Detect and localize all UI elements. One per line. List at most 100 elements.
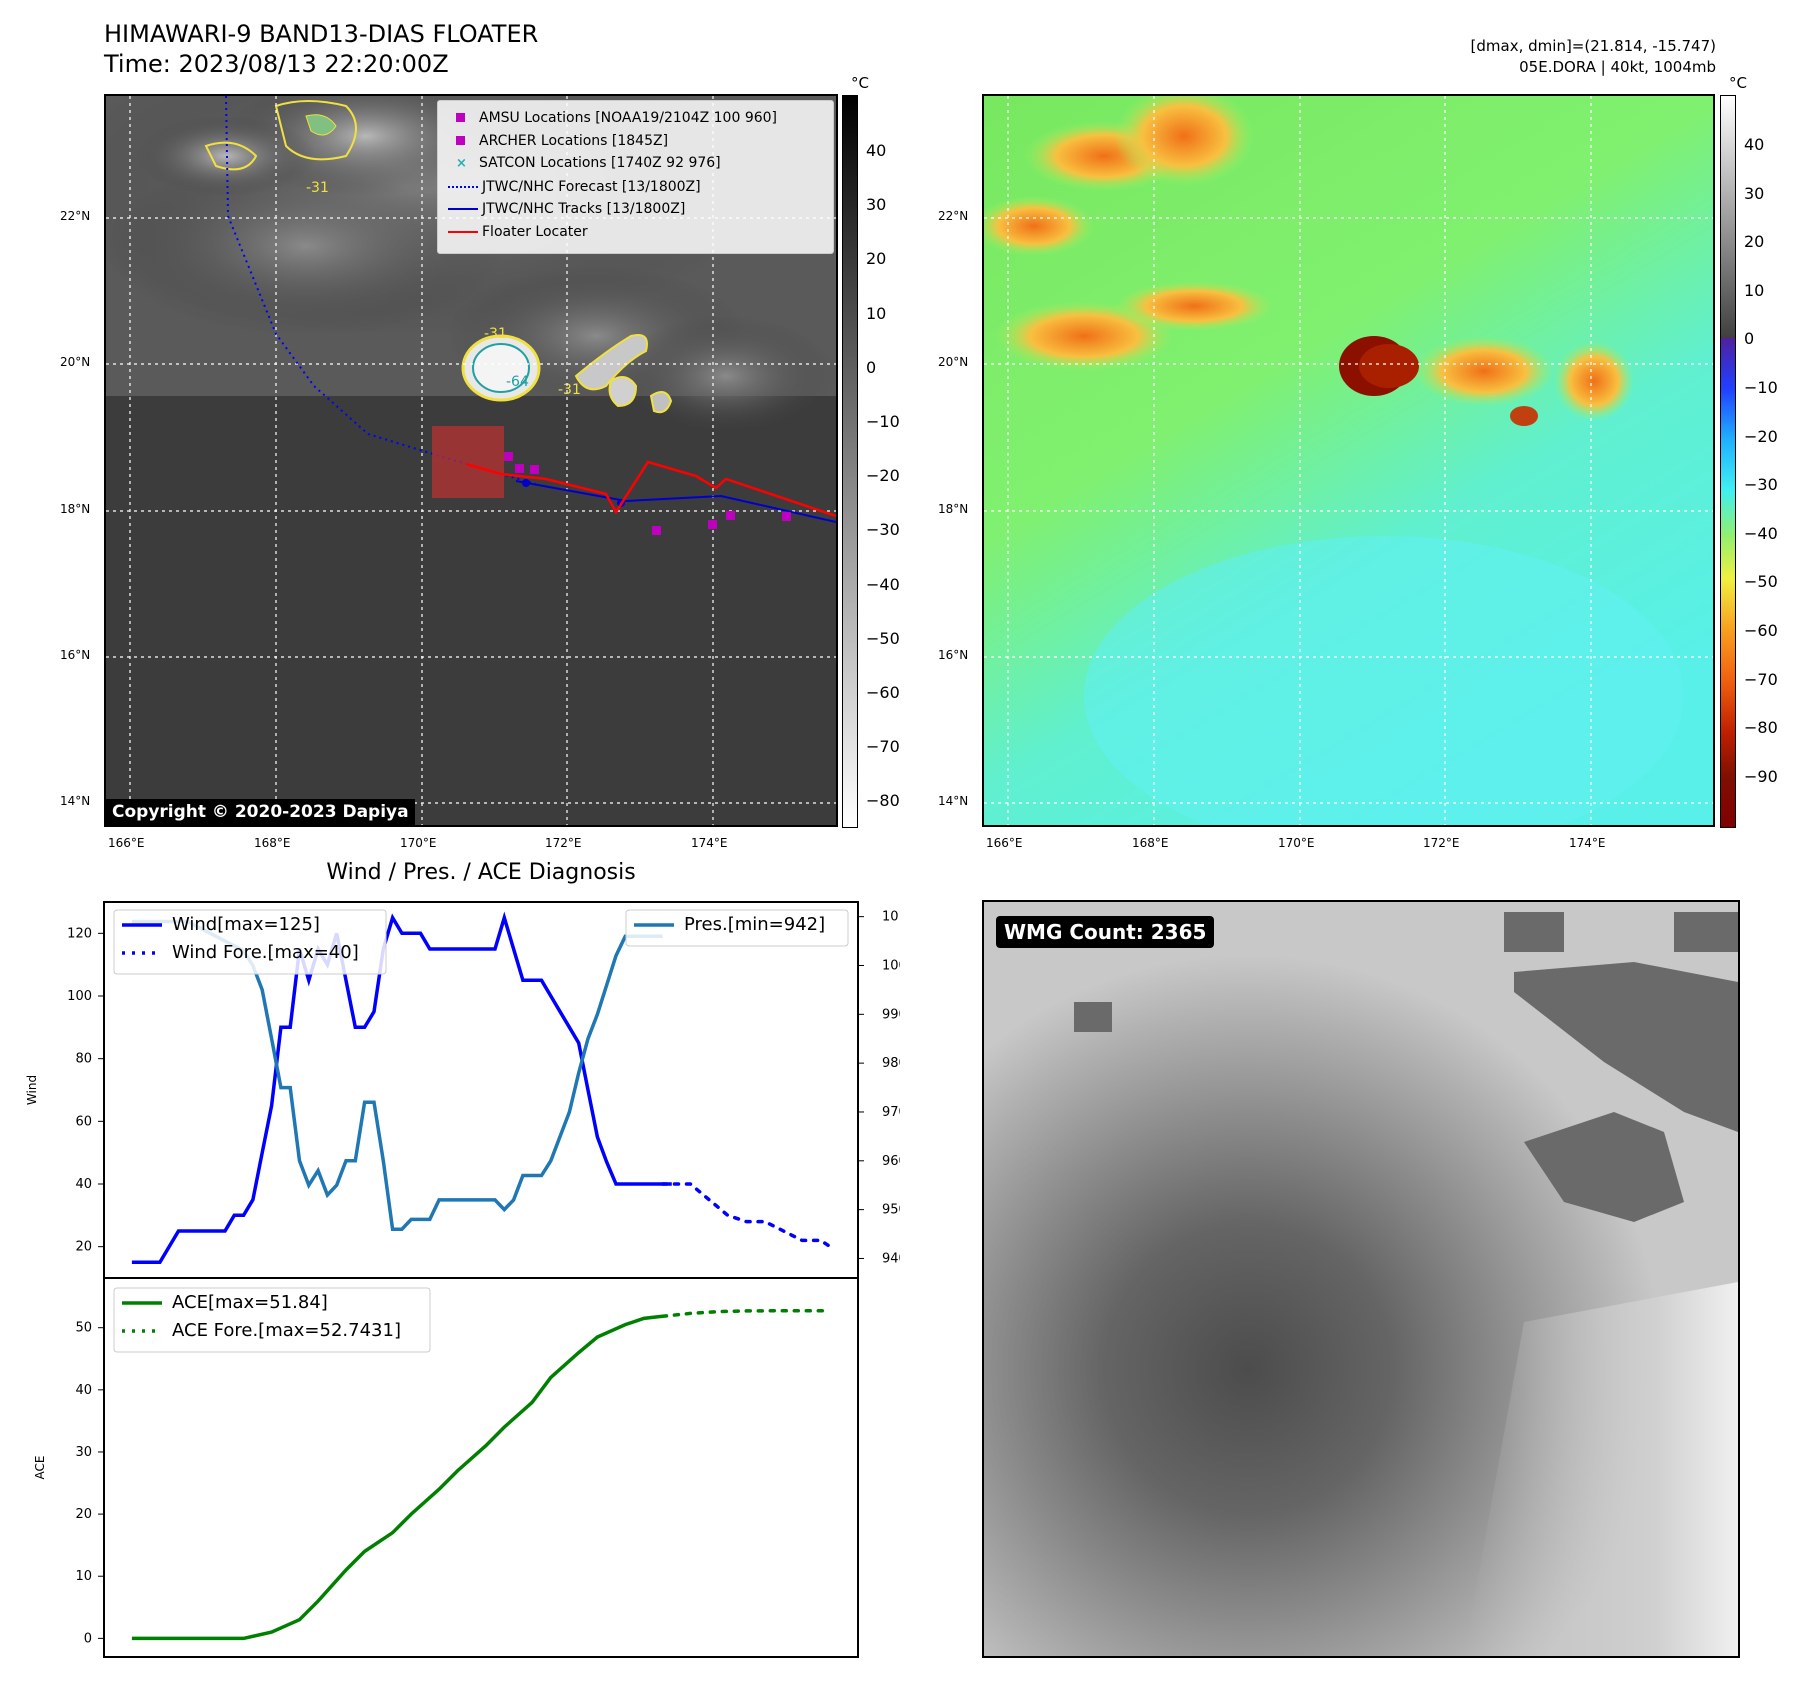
lon-label: 170°E [1278, 836, 1315, 850]
colorbar-tick-label: −80 [866, 791, 900, 811]
colorbar-tick-label: 30 [866, 195, 887, 215]
legend-label: Pres.[min=942] [684, 914, 825, 935]
lat-label: 22°N [938, 209, 969, 223]
color-enhanced-panel [982, 94, 1715, 827]
legend-item: JTWC/NHC Forecast [13/1800Z] [448, 176, 777, 199]
legend-item: AMSU Locations [NOAA19/2104Z 100 960] [448, 107, 777, 130]
colorbar-tick-label: −60 [866, 683, 900, 702]
square-icon [456, 113, 465, 122]
colorbar-tick-label: −80 [1744, 718, 1778, 738]
legend-item: Floater Locater [448, 221, 777, 244]
lon-label: 172°E [545, 836, 582, 850]
lat-label: 18°N [938, 502, 969, 516]
y-right-tick-label: 1000 [882, 958, 900, 973]
lat-label: 22°N [60, 209, 91, 223]
colorbar-tick-label: −20 [866, 466, 900, 486]
line-icon [448, 230, 478, 233]
lon-label: 174°E [691, 836, 728, 850]
y-tick-label: 80 [75, 1052, 92, 1067]
colorbar-tick-label: 40 [866, 141, 887, 160]
chart-legend: ACE[max=51.84] ACE Fore.[max=52.7431] [113, 1287, 431, 1353]
y-tick-label: 120 [67, 926, 92, 941]
colorbar-tick-label: −10 [1744, 378, 1778, 397]
ir-colorbar [842, 95, 858, 828]
ace-y-tick-label: 20 [75, 1507, 92, 1522]
ir-satellite-panel: -31 -31 -64 -31 [104, 94, 838, 827]
ace-y-tick-label: 40 [75, 1383, 92, 1398]
y-right-tick-label: 960 [882, 1154, 900, 1169]
wmg-panel: WMG Count: 2365 [982, 900, 1740, 1658]
y-right-tick-label: 990 [882, 1007, 900, 1022]
colorbar-tick-label: −70 [866, 737, 900, 757]
x-marker-icon: × [456, 156, 467, 172]
colorbar-tick-label: −50 [866, 628, 900, 648]
color-colorbar-unit: °C [1729, 74, 1747, 92]
colorbar-tick-label: −20 [1744, 426, 1778, 446]
ace-y-tick-label: 30 [75, 1445, 92, 1460]
lat-label: 16°N [60, 648, 91, 662]
chart-legend: Wind[max=125] Wind Fore.[max=40] [113, 909, 387, 975]
contour-label: -64 [506, 374, 529, 390]
colorbar-tick-label: 40 [1744, 135, 1765, 154]
y-right-tick-label: 980 [882, 1056, 900, 1071]
figure-time: Time: 2023/08/13 22:20:00Z [104, 50, 449, 78]
lat-label: 16°N [938, 648, 969, 662]
ace-y-tick-label: 0 [84, 1631, 92, 1646]
series-line-4 [660, 1308, 832, 1319]
ace-axis-label: ACE [33, 1456, 47, 1480]
figure-title: HIMAWARI-9 BAND13-DIAS FLOATER [104, 20, 539, 48]
colorbar-tick-label: −30 [866, 520, 900, 540]
color-colorbar [1720, 95, 1736, 828]
legend-item: JTWC/NHC Tracks [13/1800Z] [448, 198, 777, 221]
lon-label: 166°E [108, 836, 145, 850]
colorbar-tick-label: 10 [866, 303, 887, 323]
contour-label: -31 [306, 180, 329, 196]
colorbar-tick-label: 10 [1744, 280, 1765, 300]
storm-info: 05E.DORA | 40kt, 1004mb [1519, 58, 1716, 76]
lon-label: 168°E [1132, 836, 1169, 850]
series-line-0 [131, 911, 672, 1265]
colorbar-tick-label: −10 [866, 412, 900, 431]
lon-label: 172°E [1423, 836, 1460, 850]
wmg-image [984, 902, 1738, 1656]
copyright-label: Copyright © 2020-2023 Dapiya [106, 799, 415, 825]
colorbar-tick-label: −30 [1744, 475, 1778, 495]
series-line-3 [131, 1314, 663, 1641]
plot-frame [103, 901, 859, 1658]
legend-item: ARCHER Locations [1845Z] [448, 130, 777, 153]
chart-legend: Pres.[min=942] [625, 909, 849, 947]
colorbar-tick-label: −40 [866, 574, 900, 594]
legend-label: Wind Fore.[max=40] [172, 942, 359, 963]
color-image [984, 96, 1713, 825]
line-icon [448, 208, 478, 211]
colorbar-tick-label: 0 [866, 357, 877, 377]
y-tick-label: 40 [75, 1177, 92, 1192]
y-right-tick-label: 940 [882, 1251, 900, 1266]
diagnosis-chart: 20 40 60 80 100 120 940 950 960 970 980 990 1000 1010… [25, 901, 900, 1658]
lon-label: 166°E [986, 836, 1023, 850]
ace-y-tick-label: 50 [75, 1321, 92, 1336]
y-right-tick-label: 950 [882, 1203, 900, 1218]
y-tick-label: 20 [75, 1240, 92, 1255]
lat-label: 14°N [938, 794, 969, 808]
lon-label: 174°E [1569, 836, 1606, 850]
y-right-tick-label: 970 [882, 1105, 900, 1120]
wmg-count-label: WMG Count: 2365 [996, 916, 1215, 948]
lon-label: 170°E [400, 836, 437, 850]
y-tick-label: 60 [75, 1114, 92, 1129]
colorbar-tick-label: 20 [866, 249, 887, 269]
lon-label: 168°E [254, 836, 291, 850]
contour-label: -31 [558, 382, 581, 398]
ir-legend: AMSU Locations [NOAA19/2104Z 100 960] AR… [437, 100, 834, 254]
colorbar-tick-label: 30 [1744, 183, 1765, 203]
colorbar-tick-label: −60 [1744, 621, 1778, 640]
series-line-1 [660, 1182, 832, 1249]
legend-label: Wind[max=125] [172, 914, 320, 935]
y-tick-label: 100 [67, 989, 92, 1004]
ir-colorbar-unit: °C [851, 74, 869, 92]
legend-label: ACE[max=51.84] [172, 1292, 328, 1313]
dmax-dmin-label: [dmax, dmin]=(21.814, -15.747) [1470, 37, 1716, 55]
colorbar-tick-label: 20 [1744, 232, 1765, 252]
colorbar-tick-label: −70 [1744, 669, 1778, 689]
